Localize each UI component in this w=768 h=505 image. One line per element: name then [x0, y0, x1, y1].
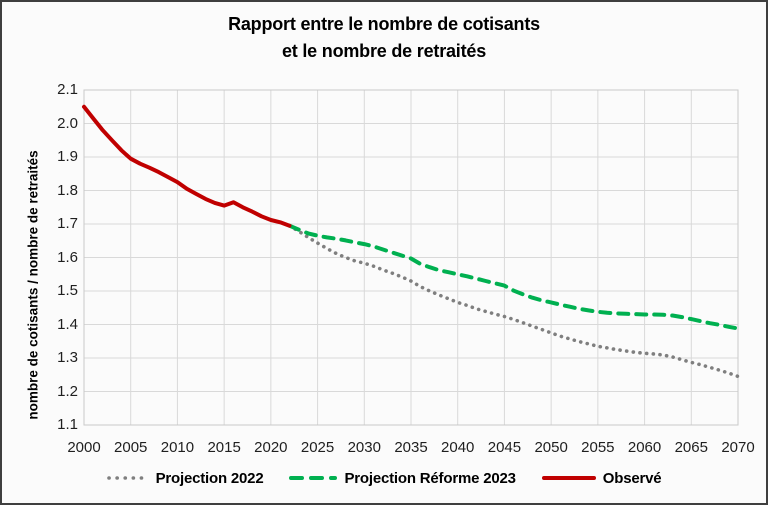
- series-line-observe: [82, 104, 292, 228]
- x-tick-label: 2070: [721, 439, 755, 456]
- chart-title: Rapport entre le nombre de cotisants et …: [2, 11, 766, 65]
- x-tick-label: 2060: [627, 439, 662, 456]
- solid-line-icon: [541, 476, 596, 480]
- x-tick-label: 2035: [394, 439, 428, 456]
- x-tick-label: 2050: [534, 439, 568, 456]
- legend-item-observe: Observé: [541, 469, 662, 487]
- y-tick-label: 1.4: [57, 315, 78, 333]
- y-tick-label: 1.2: [57, 382, 78, 400]
- x-tick-label: 2000: [67, 439, 101, 456]
- chart-title-line2: et le nombre de retraités: [281, 41, 487, 61]
- legend-label-projection-2022: Projection 2022: [155, 469, 264, 487]
- x-tick-label: 2025: [300, 439, 335, 456]
- legend-label-projection-reforme-2023: Projection Réforme 2023: [344, 469, 516, 487]
- legend-label-observe: Observé: [602, 469, 662, 487]
- x-tick-label: 2015: [207, 439, 241, 456]
- chart-legend: Projection 2022 Projection Réforme 2023 …: [2, 465, 766, 491]
- y-tick-label: 2.0: [57, 114, 78, 132]
- dotted-line-icon: [106, 476, 149, 480]
- x-tick-label: 2055: [581, 439, 615, 456]
- x-tick-label: 2005: [114, 439, 148, 456]
- series-line-projection-2022: [287, 223, 740, 379]
- y-tick-label: 1.8: [57, 181, 78, 199]
- chart-title-line1: Rapport entre le nombre de cotisants: [228, 14, 540, 34]
- y-tick-label: 1.9: [57, 148, 78, 165]
- legend-item-projection-2022: Projection 2022: [106, 469, 264, 487]
- dashed-line-icon: [289, 476, 338, 480]
- x-tick-label: 2020: [254, 439, 288, 456]
- series-line-projection-reforme-2023: [287, 223, 740, 331]
- x-tick-label: 2040: [441, 439, 475, 456]
- y-tick-label: 2.1: [57, 81, 78, 98]
- x-tick-label: 2030: [347, 439, 381, 456]
- y-tick-label: 1.1: [57, 416, 78, 433]
- legend-item-projection-reforme-2023: Projection Réforme 2023: [289, 469, 516, 487]
- y-tick-label: 1.6: [57, 248, 78, 266]
- y-tick-label: 1.7: [57, 215, 78, 232]
- y-tick-label: 1.3: [57, 349, 78, 366]
- x-tick-label: 2065: [674, 439, 708, 456]
- plot-border: [83, 89, 739, 426]
- x-tick-label: 2010: [160, 439, 195, 456]
- y-tick-label: 1.5: [57, 282, 78, 299]
- x-tick-label: 2045: [487, 439, 522, 456]
